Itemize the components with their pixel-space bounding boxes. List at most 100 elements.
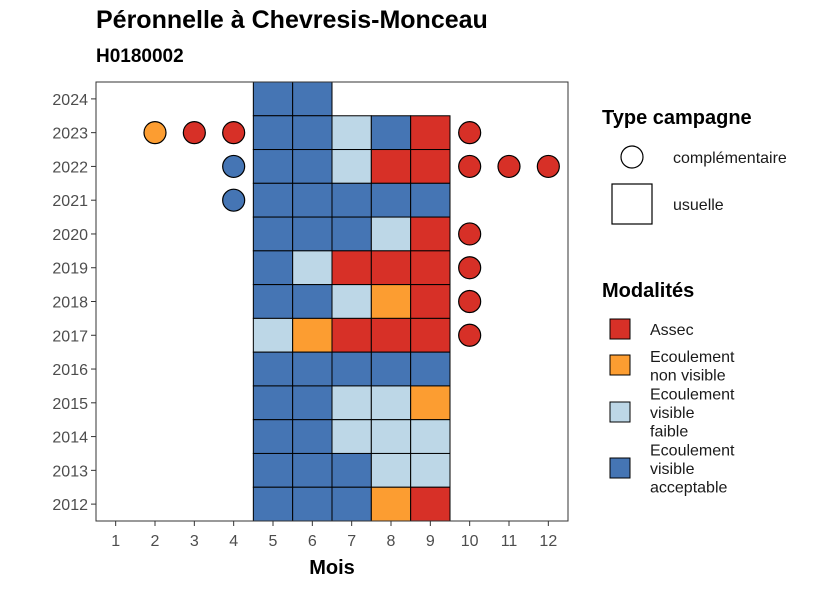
tile-2019-6 [292,250,333,286]
tile-2018-6 [292,284,333,319]
tile-2021-6 [292,182,333,218]
y-tick-label: 2017 [52,328,88,345]
x-tick-label: 10 [461,533,479,550]
tile-2024-5 [252,81,294,117]
tile-2023-5 [252,115,294,151]
x-tick-label: 1 [111,533,120,550]
tile-2020-9 [410,216,451,252]
tile-2022-5 [252,149,294,184]
tile-2023-8 [370,115,412,151]
x-tick-label: 11 [501,533,518,550]
point-2017-10 [458,323,482,347]
legend-key-A [609,318,631,340]
point-2022-10 [458,154,482,179]
x-tick-label: 4 [229,533,238,550]
tile-2013-7 [331,452,372,488]
point-2020-10 [458,222,482,246]
legend-modalite-label: Ecoulement visible faible [650,387,735,441]
plot-area [143,81,560,522]
tile-2015-9 [410,385,451,421]
axes: 1 2 3 4 5 6 7 8 9 10 11 122012201320142015201620172… [52,92,557,579]
tile-2020-7 [331,216,372,252]
legend-type-title: Type campagne [602,107,752,129]
tile-2024-6 [292,81,333,117]
tile-2016-6 [292,351,333,387]
tile-2013-6 [292,452,333,488]
point-2023-3 [182,121,206,145]
tile-2022-7 [331,149,372,184]
tile-2019-7 [331,250,372,286]
tile-2012-6 [292,486,333,522]
legend-modalite-label: Assec [650,322,694,339]
tile-2016-7 [331,351,372,387]
tile-2014-7 [331,419,372,454]
tile-2015-8 [370,385,412,421]
y-tick-label: 2018 [52,295,88,312]
y-tick-label: 2019 [52,261,88,278]
tile-2019-5 [252,250,294,286]
tile-2015-7 [331,385,372,421]
tile-2021-7 [331,182,372,218]
legend-square-key [611,183,653,225]
tile-2022-8 [370,149,412,184]
x-tick-label: 6 [308,533,317,550]
tile-2017-9 [410,317,451,353]
tile-2013-5 [252,452,294,488]
tile-2021-9 [410,182,451,218]
chart-title: Péronnelle à Chevresis-Monceau [96,6,488,34]
legend-type-label: complémentaire [673,150,787,167]
x-tick-label: 3 [190,533,199,550]
x-tick-label: 7 [347,533,356,550]
tile-2016-8 [370,351,412,387]
legend-key-N [609,354,631,376]
point-2022-4 [222,154,246,179]
tile-2020-5 [252,216,294,252]
tile-2017-6 [292,317,333,353]
legend-circle-key [620,145,644,169]
tile-2012-7 [331,486,372,522]
tile-2017-5 [252,317,294,353]
tile-2014-6 [292,419,333,454]
y-tick-label: 2021 [52,193,88,210]
legend-type-label: usuelle [673,197,724,214]
x-axis-label: Mois [309,557,355,579]
point-2022-12 [536,154,560,179]
point-2021-4 [222,188,246,212]
point-2019-10 [458,256,482,280]
point-2022-11 [497,154,521,179]
y-tick-label: 2020 [52,227,88,244]
tile-2022-9 [410,149,451,184]
y-tick-label: 2016 [52,362,88,379]
y-tick-label: 2014 [52,430,88,447]
point-2023-2 [143,121,167,145]
tile-2019-9 [410,250,451,286]
y-tick-label: 2012 [52,497,88,514]
tile-2012-5 [252,486,294,522]
legend-modalites-title: Modalités [602,280,694,302]
tile-2020-6 [292,216,333,252]
tile-2023-6 [292,115,333,151]
y-tick-label: 2023 [52,126,88,143]
tile-2012-8 [370,486,412,522]
tile-2018-7 [331,284,372,319]
tile-2020-8 [370,216,412,252]
chart-subtitle: H0180002 [96,46,184,67]
x-tick-label: 9 [426,533,435,550]
tile-2016-9 [410,351,451,387]
y-tick-label: 2022 [52,159,88,176]
x-tick-label: 5 [269,533,278,550]
tile-2015-5 [252,385,294,421]
tile-2018-8 [370,284,412,319]
tile-2013-8 [370,452,412,488]
tile-2014-9 [410,419,451,454]
tile-2023-9 [410,115,451,151]
y-tick-label: 2024 [52,92,88,109]
point-2023-10 [458,121,482,145]
tile-2017-7 [331,317,372,353]
tile-2013-9 [410,452,451,488]
tile-2023-7 [331,115,372,151]
point-2023-4 [222,121,246,145]
tile-2015-6 [292,385,333,421]
tile-2012-9 [410,486,451,522]
